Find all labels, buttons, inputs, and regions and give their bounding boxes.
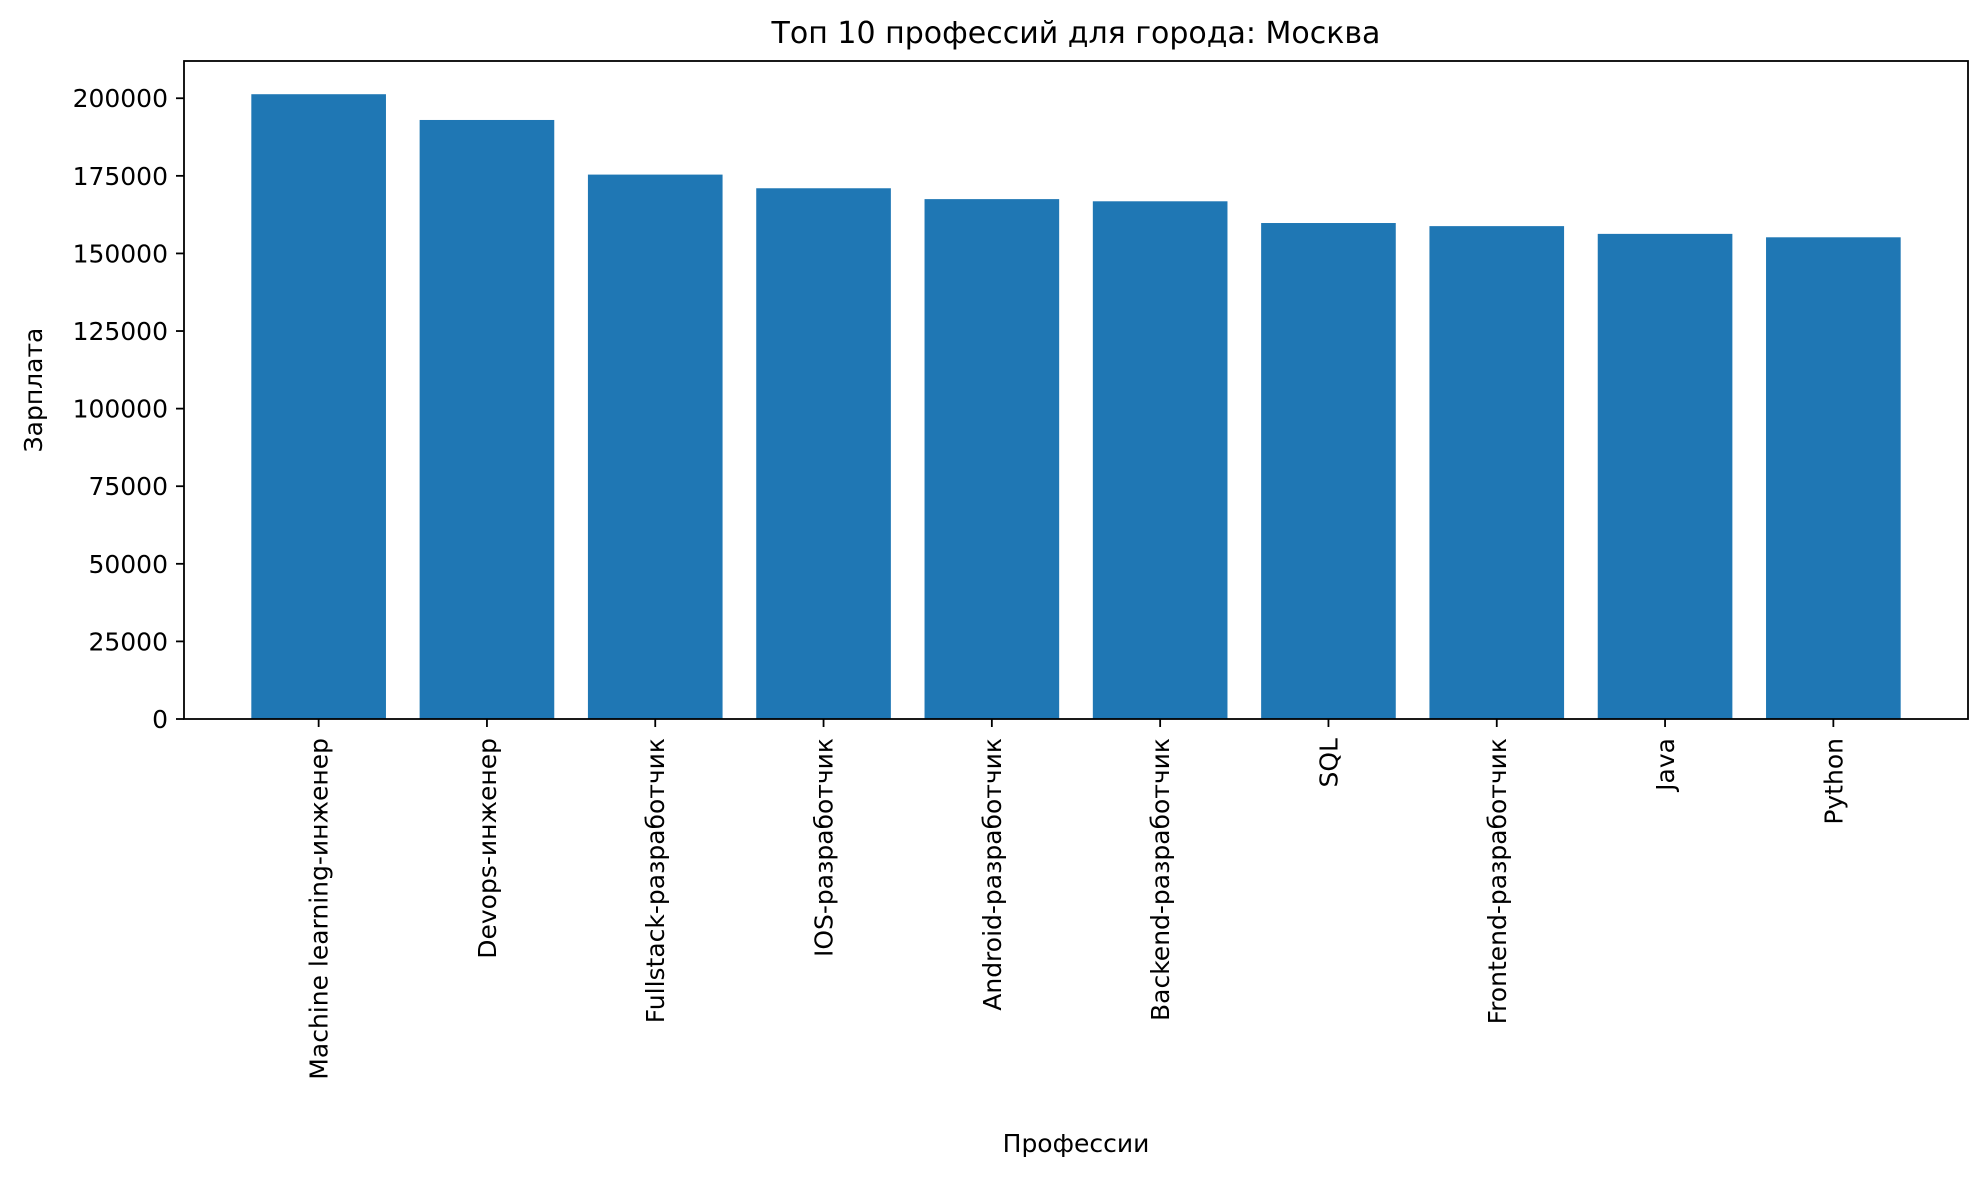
bar [756,188,891,720]
bar [1766,237,1901,719]
bar [1261,223,1396,720]
y-tick-label: 50000 [88,550,168,579]
x-tick-label: Fullstack-разработчик [641,738,670,1023]
y-axis: 0 25000 50000 75000 100000 125000 150000 175000… [73,84,184,734]
bar [1429,226,1565,719]
x-tick-label: Devops-инженер [473,738,502,959]
x-tick-label: Frontend-разработчик [1483,738,1512,1024]
y-tick-label: 75000 [88,472,168,501]
bar [587,174,723,719]
y-axis-label: Зарплата [19,328,48,453]
x-tick-label: Android-разработчик [978,738,1007,1011]
y-tick-label: 25000 [88,627,168,656]
y-tick-label: 200000 [73,84,168,113]
x-tick-label: SQL [1314,738,1343,788]
chart-title: Топ 10 профессий для города: Москва [771,16,1381,51]
y-tick-label: 100000 [73,395,168,424]
bar [1597,233,1733,719]
bars-group [251,94,1901,720]
x-tick-label: Backend-разработчик [1146,738,1175,1021]
bar [419,119,555,720]
y-tick-label: 125000 [73,317,168,346]
bar [251,94,386,719]
plot-frame [183,60,1969,720]
x-tick-label: IOS-разработчик [810,738,839,957]
x-tick-label: Machine learning-инженер [305,738,334,1080]
y-tick-label: 150000 [73,239,168,268]
y-tick-label: 0 [152,705,168,734]
x-tick-label: Python [1819,738,1848,825]
x-axis: Machine learning-инженер Devops-инженер Fu… [305,719,1848,1080]
x-tick-label: Java [1651,738,1680,793]
bar [1092,201,1228,719]
x-axis-label: Профессии [1003,1129,1150,1158]
y-tick-label: 175000 [73,162,168,191]
bar [924,199,1060,719]
